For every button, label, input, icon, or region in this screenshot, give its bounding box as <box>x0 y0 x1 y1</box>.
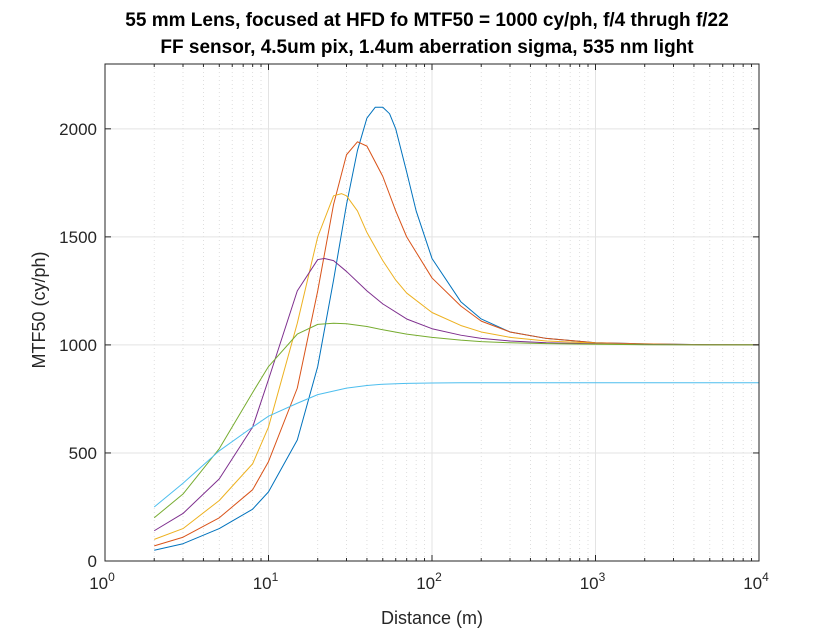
chart-title: 55 mm Lens, focused at HFD fo MTF50 = 10… <box>125 10 728 31</box>
grid-lines <box>104 64 760 562</box>
x-tick-base: 10 <box>580 574 599 593</box>
y-tick-label: 500 <box>69 444 97 463</box>
series-line-5 <box>153 322 759 519</box>
x-tick-base: 10 <box>416 574 435 593</box>
series-line-3 <box>154 193 760 540</box>
x-axis-label: Distance (m) <box>381 608 483 628</box>
series-line-2 <box>154 141 760 547</box>
x-tick-exponent: 3 <box>599 570 606 584</box>
x-tick-label: 100 <box>89 570 115 593</box>
x-tick-label: 102 <box>416 570 442 593</box>
y-axis-label: MTF50 (cy/ph) <box>29 251 49 368</box>
x-tick-base: 10 <box>743 574 762 593</box>
x-tick-exponent: 4 <box>762 570 769 584</box>
y-tick-label: 1500 <box>59 228 97 247</box>
y-tick-label: 1000 <box>59 336 97 355</box>
y-tick-label: 0 <box>88 552 97 571</box>
x-tick-base: 10 <box>253 574 272 593</box>
x-tick-exponent: 1 <box>272 570 279 584</box>
x-tick-exponent: 0 <box>108 570 115 584</box>
x-tick-label: 101 <box>253 570 279 593</box>
series-line-6 <box>153 382 759 508</box>
x-tick-label: 103 <box>580 570 606 593</box>
y-tick-label: 2000 <box>59 120 97 139</box>
x-tick-label: 104 <box>743 570 769 593</box>
chart-subtitle: FF sensor, 4.5um pix, 1.4um aberration s… <box>160 37 694 58</box>
series-lines <box>153 106 760 551</box>
series-line-4 <box>153 257 760 532</box>
x-tick-base: 10 <box>89 574 108 593</box>
axes <box>104 63 760 562</box>
x-tick-exponent: 2 <box>435 570 442 584</box>
